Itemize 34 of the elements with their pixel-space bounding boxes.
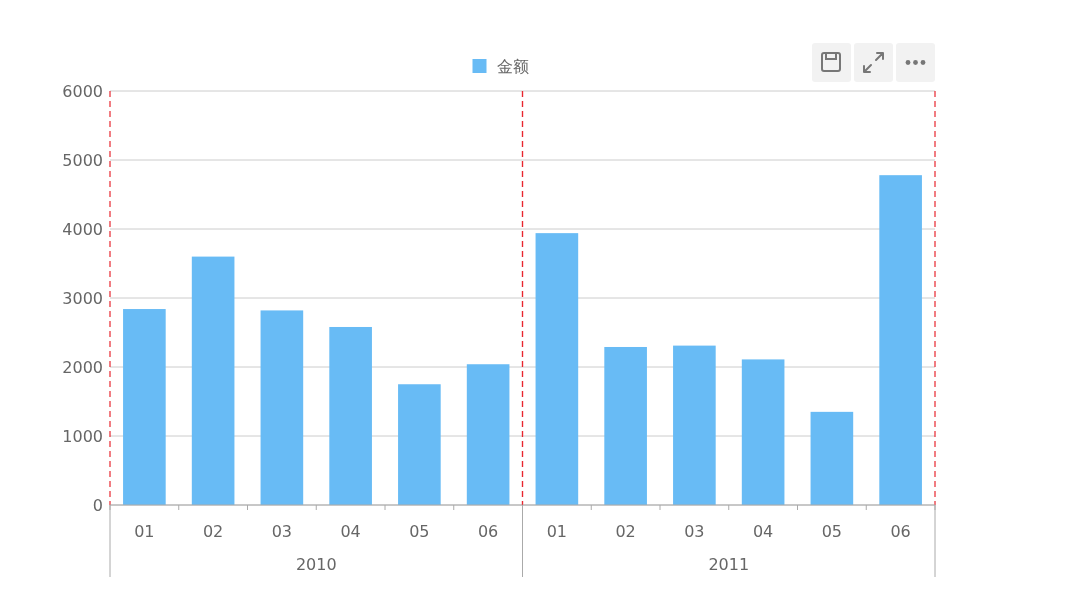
x-tick-label: 06 (890, 522, 911, 541)
x-tick-label: 04 (340, 522, 361, 541)
x-tick-label: 05 (821, 522, 843, 541)
y-tick-label: 3000 (62, 288, 103, 308)
bar (329, 326, 372, 505)
bar (466, 364, 510, 505)
x-axis-title: 2011 (708, 555, 750, 574)
y-tick-label: 5000 (62, 150, 103, 170)
legend-label: 金额 (496, 56, 529, 76)
bar (673, 345, 716, 505)
bar (604, 346, 647, 505)
x-tick-label: 04 (752, 522, 774, 541)
bar (398, 384, 441, 505)
x-tick-label: 01 (546, 522, 568, 541)
bar (260, 310, 304, 505)
bar (535, 233, 579, 505)
x-tick-label: 01 (134, 522, 155, 541)
x-tick-label: 02 (202, 522, 224, 541)
y-tick-label: 2000 (62, 357, 103, 377)
x-tick-label: 05 (409, 522, 430, 541)
bar (741, 359, 785, 505)
bar (123, 309, 166, 505)
y-tick-label: 6000 (62, 81, 103, 101)
bar (810, 411, 854, 505)
x-tick-label: 03 (271, 522, 293, 541)
x-tick-label: 06 (477, 522, 499, 541)
bar (191, 256, 235, 505)
y-tick-label: 0 (92, 495, 103, 515)
x-tick-label: 03 (684, 522, 705, 541)
x-tick-label: 02 (615, 522, 636, 541)
x-axis-title: 2010 (295, 555, 337, 574)
bar (879, 175, 922, 505)
y-tick-label: 1000 (62, 426, 103, 446)
y-tick-label: 4000 (62, 219, 103, 239)
